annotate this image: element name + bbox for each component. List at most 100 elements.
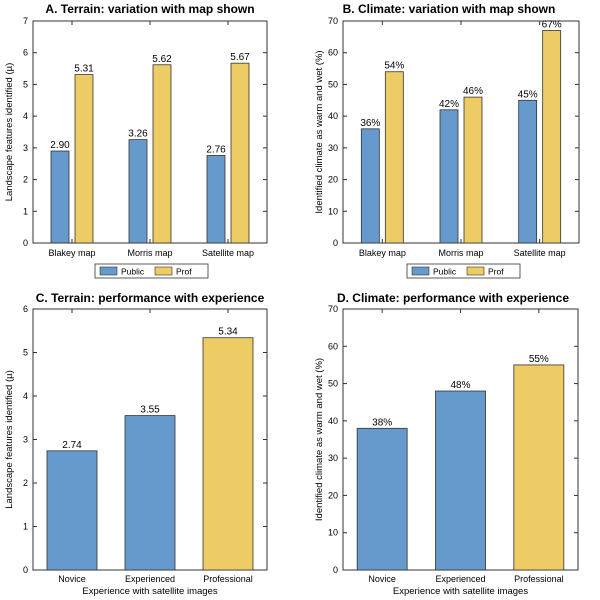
legend-swatch-public <box>99 266 118 276</box>
legend-swatch-public <box>411 266 430 276</box>
data-label: 38% <box>372 417 392 428</box>
y-axis-label: Identified climate as warm and wet (%) <box>314 50 325 213</box>
data-label: 5.31 <box>74 64 94 75</box>
y-tick-label: 30 <box>328 453 338 463</box>
y-tick-label: 5 <box>23 348 28 358</box>
bar-experience-3 <box>202 337 254 571</box>
y-tick-label: 70 <box>328 304 338 314</box>
bar-prof-3 <box>230 62 250 244</box>
y-tick-label: 10 <box>328 206 338 216</box>
y-tick-label: 7 <box>23 16 28 26</box>
chart-panel-b: B. Climate: variation with map shown 0 10 2… <box>314 2 580 279</box>
bar-experience-2 <box>124 415 176 571</box>
data-label: 55% <box>529 354 549 365</box>
legend-box <box>406 263 521 279</box>
y-tick-label: 3 <box>23 435 28 445</box>
bar-public-3 <box>518 99 538 244</box>
legend-label: Prof <box>176 267 192 277</box>
legend-label: Public <box>433 267 457 277</box>
bar-prof-2 <box>152 64 172 244</box>
x-tick-label: Professional <box>514 574 564 584</box>
x-tick-label: Experienced <box>125 574 175 584</box>
data-label: 42% <box>439 99 459 110</box>
data-label: 2.90 <box>50 140 70 151</box>
x-tick-label: Satellite map <box>514 248 566 258</box>
y-tick-label: 50 <box>328 379 338 389</box>
bar-prof-1 <box>74 74 94 244</box>
data-label: 36% <box>360 118 380 129</box>
bar-public-3 <box>206 155 226 244</box>
data-label: 3.26 <box>128 129 148 140</box>
chart-panel-c: C. Terrain: performance with experience 0… <box>4 291 268 597</box>
y-axis-label: Identified climate as warm and wet (%) <box>314 358 325 521</box>
y-tick-label: 0 <box>333 565 338 575</box>
x-axis-label: Experience with satellite images <box>393 586 528 597</box>
chart-title: D. Climate: performance with experience <box>337 291 569 305</box>
bar-public-2 <box>439 109 459 244</box>
bar-public-1 <box>360 128 380 244</box>
x-tick-label: Blakey map <box>359 248 406 258</box>
y-axis-label: Landscape features identified (µ) <box>4 370 15 509</box>
legend-label: Public <box>121 267 145 277</box>
y-tick-label: 60 <box>328 48 338 58</box>
legend-label: Prof <box>488 267 504 277</box>
data-label: 54% <box>384 61 404 72</box>
x-tick-label: Morris map <box>127 248 172 258</box>
bar-experience-1 <box>356 427 408 571</box>
y-tick-label: 3 <box>23 143 28 153</box>
y-tick-label: 2 <box>23 478 28 488</box>
y-tick-label: 60 <box>328 341 338 351</box>
x-tick-label: Novice <box>368 574 396 584</box>
data-label: 67% <box>542 20 562 31</box>
data-label: 2.76 <box>206 144 226 155</box>
y-tick-label: 50 <box>328 79 338 89</box>
y-tick-label: 1 <box>23 522 28 532</box>
bar-experience-2 <box>435 390 486 571</box>
x-tick-label: Satellite map <box>202 248 254 258</box>
chart-panel-d: D. Climate: performance with experience 0… <box>314 291 579 597</box>
y-tick-label: 4 <box>23 111 28 121</box>
data-label: 46% <box>463 86 483 97</box>
y-tick-label: 40 <box>328 416 338 426</box>
y-tick-label: 30 <box>328 143 338 153</box>
x-tick-label: Morris map <box>438 248 483 258</box>
data-label: 5.67 <box>230 52 250 63</box>
y-axis-label: Landscape features identified (µ) <box>4 63 15 202</box>
bar-prof-3 <box>542 30 562 244</box>
x-tick-label: Experienced <box>435 574 485 584</box>
y-tick-label: 0 <box>23 565 28 575</box>
y-tick-label: 20 <box>328 175 338 185</box>
y-tick-label: 1 <box>23 206 28 216</box>
data-label: 3.55 <box>140 405 160 416</box>
data-label: 2.74 <box>62 440 82 451</box>
y-tick-label: 2 <box>23 175 28 185</box>
legend: Public Prof <box>406 263 521 279</box>
y-tick-label: 0 <box>333 238 338 248</box>
chart-title: A. Terrain: variation with map shown <box>45 2 254 16</box>
y-tick-label: 10 <box>328 528 338 538</box>
bar-public-1 <box>50 150 70 244</box>
bar-experience-1 <box>46 450 98 571</box>
y-tick-label: 70 <box>328 16 338 26</box>
bar-public-2 <box>128 139 148 244</box>
chart-title: C. Terrain: performance with experience <box>36 291 265 305</box>
y-tick-label: 5 <box>23 79 28 89</box>
x-tick-label: Novice <box>58 574 86 584</box>
x-tick-label: Professional <box>203 574 253 584</box>
bar-prof-1 <box>384 71 404 244</box>
y-tick-label: 6 <box>23 48 28 58</box>
data-label: 48% <box>450 380 470 391</box>
y-tick-label: 40 <box>328 111 338 121</box>
legend: Public Prof <box>94 263 209 279</box>
y-tick-label: 20 <box>328 490 338 500</box>
data-label: 5.62 <box>152 54 172 65</box>
x-axis-label: Experience with satellite images <box>82 586 217 597</box>
data-label: 5.34 <box>218 327 238 338</box>
chart-title: B. Climate: variation with map shown <box>343 2 556 16</box>
bar-prof-2 <box>463 96 483 244</box>
y-tick-label: 4 <box>23 391 28 401</box>
data-label: 45% <box>518 89 538 100</box>
x-tick-label: Blakey map <box>48 248 95 258</box>
bar-experience-3 <box>513 364 565 571</box>
